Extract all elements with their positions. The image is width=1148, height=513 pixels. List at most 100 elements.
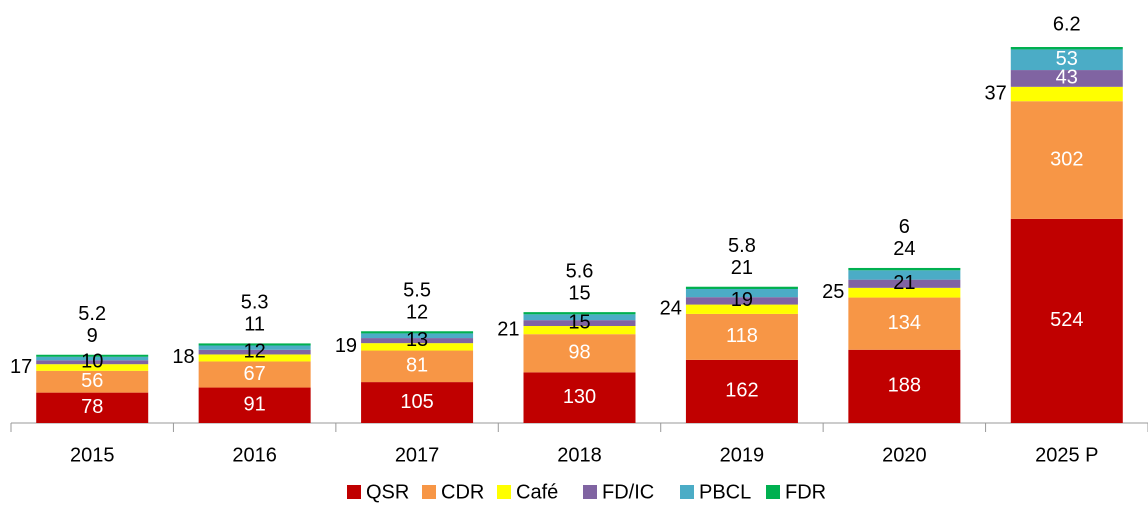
bar-segment bbox=[361, 333, 474, 339]
data-label: 37 bbox=[985, 82, 1007, 104]
bar-segment bbox=[198, 343, 311, 346]
x-tick-label: 2019 bbox=[720, 444, 765, 466]
legend-swatch bbox=[497, 485, 511, 499]
data-label: 524 bbox=[1050, 309, 1083, 331]
data-label: 81 bbox=[406, 355, 428, 377]
data-label: 43 bbox=[1056, 67, 1078, 89]
data-label: 13 bbox=[406, 329, 428, 351]
bar-segment bbox=[36, 392, 149, 423]
bar-segment bbox=[198, 354, 311, 362]
data-label: 56 bbox=[81, 370, 103, 392]
legend-label: PBCL bbox=[699, 481, 751, 503]
bar-segment bbox=[848, 279, 961, 288]
bar-segment bbox=[523, 314, 636, 321]
legend-swatch bbox=[680, 485, 694, 499]
bar-segment bbox=[1010, 70, 1123, 87]
data-label: 21 bbox=[893, 272, 915, 294]
bar-segment bbox=[685, 304, 798, 314]
bar-segment bbox=[685, 286, 798, 289]
bar-segment bbox=[198, 345, 311, 350]
legend-swatch bbox=[347, 485, 361, 499]
data-label: 188 bbox=[888, 375, 921, 397]
bar-segment bbox=[523, 372, 636, 423]
legend-label: FDR bbox=[785, 481, 826, 503]
bar-segment bbox=[361, 343, 474, 351]
bar-segment bbox=[848, 270, 961, 280]
legend-swatch bbox=[422, 485, 436, 499]
bar-segment bbox=[1010, 101, 1123, 219]
data-label: 67 bbox=[244, 363, 266, 385]
bar-segment bbox=[523, 326, 636, 335]
data-label: 5.5 bbox=[403, 280, 431, 302]
bar-segment bbox=[36, 370, 149, 393]
bar-segment bbox=[361, 331, 474, 334]
data-label: 12 bbox=[406, 302, 428, 324]
bar-segment bbox=[848, 297, 961, 350]
data-label: 91 bbox=[244, 394, 266, 416]
data-label: 5.6 bbox=[566, 260, 594, 282]
legend-swatch bbox=[583, 485, 597, 499]
bar-segment bbox=[198, 349, 311, 355]
bar-segment bbox=[1010, 86, 1123, 102]
data-label: 24 bbox=[660, 298, 682, 320]
data-label: 6.2 bbox=[1053, 13, 1081, 35]
data-label: 53 bbox=[1056, 48, 1078, 70]
x-tick-label: 2016 bbox=[232, 444, 277, 466]
data-label: 105 bbox=[400, 391, 433, 413]
data-label: 19 bbox=[335, 335, 357, 357]
bar-segment bbox=[848, 267, 961, 271]
bar-segment bbox=[1010, 49, 1123, 71]
bar-segment bbox=[361, 350, 474, 383]
data-label: 21 bbox=[731, 257, 753, 279]
legend-label: CDR bbox=[441, 481, 484, 503]
bar-segment bbox=[36, 356, 149, 361]
data-label: 15 bbox=[568, 311, 590, 333]
x-tick-label: 2025 P bbox=[1035, 444, 1098, 466]
data-label: 9 bbox=[87, 325, 98, 347]
data-label: 134 bbox=[888, 312, 921, 334]
data-label: 15 bbox=[568, 282, 590, 304]
legend-label: FD/IC bbox=[602, 481, 654, 503]
data-label: 302 bbox=[1050, 148, 1083, 170]
bar-segment bbox=[523, 334, 636, 373]
legend-swatch bbox=[766, 485, 780, 499]
data-label: 12 bbox=[244, 340, 266, 362]
data-label: 10 bbox=[81, 351, 103, 373]
data-label: 11 bbox=[244, 314, 265, 336]
bar-segment bbox=[523, 320, 636, 327]
bar-segment bbox=[685, 288, 798, 298]
data-label: 5.2 bbox=[78, 303, 106, 325]
bar-segment bbox=[1010, 47, 1123, 50]
data-label: 24 bbox=[893, 238, 915, 260]
data-label: 17 bbox=[10, 356, 32, 378]
data-label: 98 bbox=[568, 342, 590, 364]
bar-segment bbox=[36, 354, 149, 357]
bar-segment bbox=[198, 387, 311, 423]
legend-label: QSR bbox=[366, 481, 409, 503]
data-label: 25 bbox=[822, 281, 844, 303]
bar-segment bbox=[1010, 218, 1123, 423]
data-label: 19 bbox=[731, 289, 753, 311]
data-label: 130 bbox=[563, 386, 596, 408]
legend-label: Café bbox=[516, 481, 558, 503]
bar-segment bbox=[848, 287, 961, 298]
bar-segment bbox=[361, 338, 474, 344]
data-label: 118 bbox=[726, 325, 758, 347]
x-tick-label: 2020 bbox=[882, 444, 927, 466]
bar-segment bbox=[36, 364, 149, 371]
data-label: 162 bbox=[725, 380, 758, 402]
bar-segment bbox=[36, 360, 149, 365]
data-label: 18 bbox=[172, 346, 194, 368]
bar-segment bbox=[685, 359, 798, 423]
bar-segment bbox=[198, 361, 311, 388]
bar-segment bbox=[523, 312, 636, 315]
x-tick-label: 2017 bbox=[395, 444, 440, 466]
bar-segment bbox=[361, 382, 474, 423]
bar-segment bbox=[685, 297, 798, 305]
bar-segment bbox=[685, 313, 798, 360]
x-tick-label: 2015 bbox=[70, 444, 115, 466]
data-label: 5.3 bbox=[241, 292, 269, 314]
x-tick-label: 2018 bbox=[557, 444, 602, 466]
data-label: 6 bbox=[899, 216, 910, 238]
